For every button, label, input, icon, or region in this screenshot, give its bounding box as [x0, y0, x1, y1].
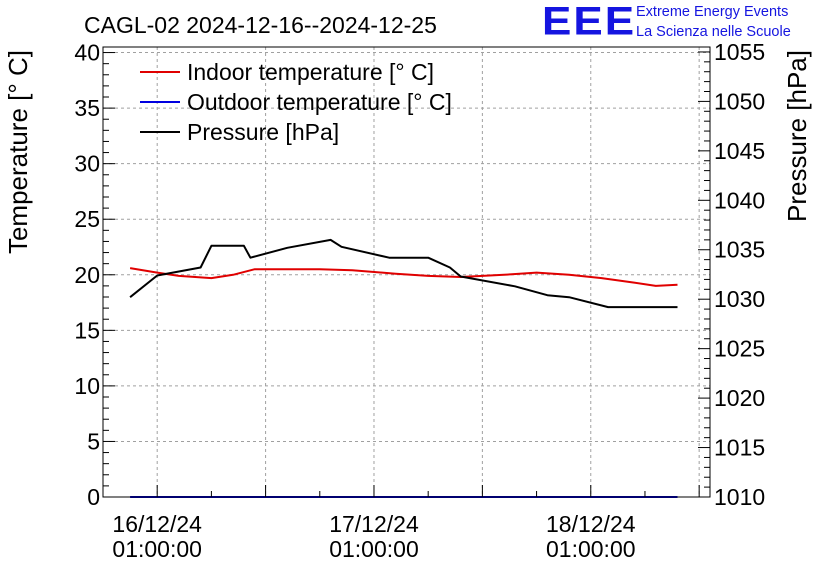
y-axis-title: Temperature [° C] — [3, 50, 33, 254]
y-tick-label: 5 — [87, 428, 100, 454]
y-tick-label: 40 — [74, 40, 100, 66]
y-tick-label: 15 — [74, 317, 100, 343]
legend-label: Indoor temperature [° C] — [187, 59, 434, 85]
y2-tick-label: 1025 — [714, 336, 765, 362]
x-tick-label-date: 16/12/24 — [112, 511, 202, 537]
y2-tick-label: 1015 — [714, 435, 765, 461]
legend-label: Outdoor temperature [° C] — [187, 89, 452, 115]
y2-tick-label: 1030 — [714, 286, 765, 312]
eee-logo: EEE — [542, 0, 637, 44]
y2-tick-label: 1010 — [714, 484, 765, 510]
series-line-2 — [129, 238, 678, 309]
y2-tick-label: 1045 — [714, 138, 765, 164]
y2-tick-label: 1050 — [714, 88, 765, 114]
y-tick-label: 30 — [74, 151, 100, 177]
y-tick-label: 0 — [87, 484, 100, 510]
y-tick-label: 35 — [74, 95, 100, 121]
y2-axis-title: Pressure [hPa] — [782, 50, 812, 222]
series-layer — [129, 238, 678, 498]
logo-caption-line1: Extreme Energy Events — [636, 4, 789, 20]
x-tick-label-time: 01:00:00 — [112, 536, 202, 562]
y2-tick-label: 1040 — [714, 187, 765, 213]
plot-frame — [102, 46, 711, 498]
x-tick-label-date: 18/12/24 — [546, 511, 636, 537]
y2-tick-label: 1035 — [714, 237, 765, 263]
legend-label: Pressure [hPa] — [187, 119, 339, 145]
y2-tick-label: 1055 — [714, 39, 765, 65]
legend: Indoor temperature [° C] Outdoor temperat… — [140, 59, 452, 145]
y-tick-label: 20 — [74, 262, 100, 288]
x-tick-label-time: 01:00:00 — [546, 536, 636, 562]
axes: 0510152025303540101010151020102510301035… — [74, 39, 765, 562]
series-line-0 — [129, 267, 678, 287]
x-tick-label-time: 01:00:00 — [329, 536, 419, 562]
y-tick-label: 25 — [74, 206, 100, 232]
logo-caption-line2: La Scienza nelle Scuole — [636, 24, 791, 40]
y2-tick-label: 1020 — [714, 385, 765, 411]
x-tick-label-date: 17/12/24 — [329, 511, 419, 537]
y-tick-label: 10 — [74, 373, 100, 399]
chart-title: CAGL-02 2024-12-16--2024-12-25 — [84, 12, 437, 38]
